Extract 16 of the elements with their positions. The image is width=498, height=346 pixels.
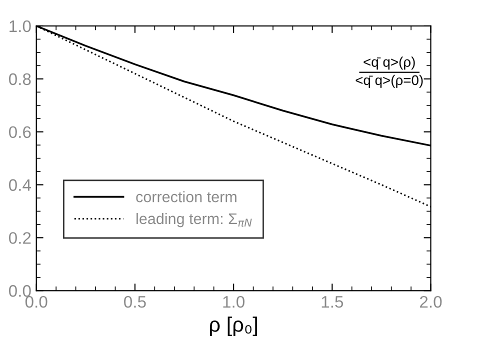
y-tick-label: 0.2: [8, 232, 31, 244]
y-tick-label: 0.6: [8, 126, 31, 138]
x-tick-label: 1.0: [223, 296, 244, 308]
y-tick-label: 0.8: [8, 73, 31, 86]
x-tick-label: 0.0: [25, 296, 48, 308]
x-axis-title: ρ [ρ₀]: [210, 316, 257, 336]
y-tick-label: 0.0: [8, 285, 31, 297]
legend-label: leading term: Σ$_{πN}$: [136, 212, 252, 228]
legend-label: correction term: [136, 191, 236, 202]
y-tick-label: 0.4: [8, 179, 32, 191]
x-tick-label: 1.5: [322, 296, 344, 308]
annotation: <q̄ q>(ρ): [364, 56, 415, 70]
annotation: <q̄ q>(ρ=0): [356, 74, 423, 88]
x-tick-label: 0.5: [124, 296, 146, 308]
y-tick-label: 1.0: [10, 20, 31, 32]
x-tick-label: 2.0: [420, 296, 442, 308]
